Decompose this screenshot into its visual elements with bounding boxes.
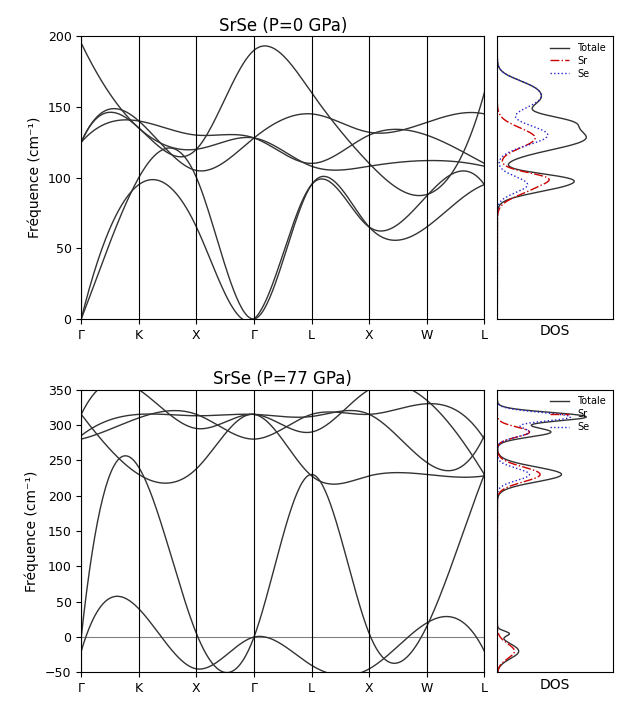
Line: Totale: Totale — [498, 390, 586, 672]
Sr — [494, 385, 501, 394]
Se — [494, 38, 501, 47]
Se — [523, 179, 531, 187]
Se — [494, 668, 501, 677]
Totale — [503, 455, 510, 464]
Sr — [503, 161, 510, 170]
Se — [531, 83, 538, 92]
Sr — [542, 179, 549, 187]
Totale — [494, 385, 501, 394]
Totale — [494, 38, 501, 47]
Sr — [514, 479, 521, 488]
Se — [494, 385, 501, 394]
Se — [524, 180, 531, 189]
Legend: Totale, Sr, Se: Totale, Sr, Se — [548, 41, 608, 81]
Totale — [494, 502, 501, 510]
Se — [494, 32, 501, 40]
Sr — [494, 32, 501, 40]
Sr — [494, 668, 501, 677]
Title: SrSe (P=77 GPa): SrSe (P=77 GPa) — [213, 370, 352, 388]
Sr — [494, 83, 501, 92]
Title: SrSe (P=0 GPa): SrSe (P=0 GPa) — [219, 17, 347, 35]
Totale — [494, 668, 501, 677]
Se — [509, 146, 516, 155]
Se — [494, 315, 501, 323]
Sr — [494, 540, 501, 549]
Y-axis label: Fréquence (cm⁻¹): Fréquence (cm⁻¹) — [25, 471, 39, 591]
Totale — [569, 179, 577, 187]
Totale — [505, 161, 512, 170]
Sr — [494, 315, 501, 323]
Sr — [499, 455, 507, 464]
X-axis label: DOS: DOS — [540, 678, 570, 692]
Se — [495, 455, 502, 464]
Se — [494, 595, 501, 604]
Y-axis label: Fréquence (cm⁻¹): Fréquence (cm⁻¹) — [28, 117, 42, 238]
Totale — [494, 618, 501, 627]
Se — [496, 161, 504, 170]
X-axis label: DOS: DOS — [540, 325, 570, 338]
Totale — [566, 180, 573, 189]
Line: Sr: Sr — [498, 390, 540, 672]
Legend: Totale, Sr, Se: Totale, Sr, Se — [548, 395, 608, 435]
Totale — [531, 83, 538, 92]
Line: Sr: Sr — [498, 36, 549, 319]
Totale — [494, 32, 501, 40]
Sr — [494, 502, 501, 510]
Sr — [539, 180, 546, 189]
Sr — [494, 595, 501, 604]
Totale — [494, 315, 501, 323]
Line: Totale: Totale — [498, 36, 586, 319]
Line: Se: Se — [498, 390, 571, 672]
Sr — [511, 146, 518, 155]
Line: Se: Se — [498, 36, 548, 319]
Sr — [494, 38, 501, 47]
Totale — [524, 479, 532, 488]
Se — [494, 540, 501, 549]
Totale — [494, 595, 501, 604]
Totale — [544, 146, 551, 155]
Se — [504, 479, 511, 488]
Se — [494, 502, 501, 510]
Totale — [494, 540, 501, 549]
Se — [494, 618, 501, 627]
Sr — [494, 618, 501, 627]
